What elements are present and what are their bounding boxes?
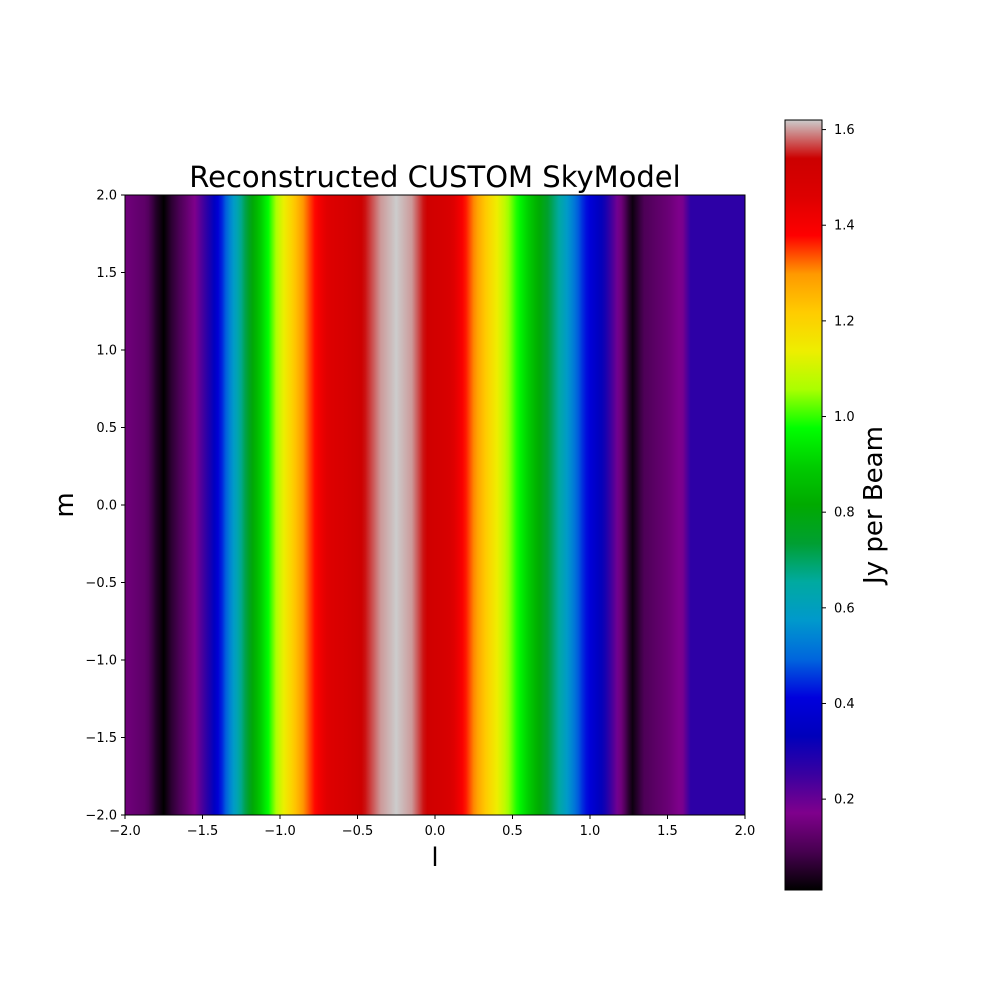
y-tick-label: 0.0 bbox=[96, 499, 117, 514]
x-tick-label: −2.0 bbox=[109, 824, 141, 839]
colorbar-tick-label: 0.6 bbox=[834, 601, 855, 616]
y-axis: 2.0 1.5 1.0 0.5 0.0 −0.5 −1.0 −1.5 −2.0 bbox=[85, 189, 125, 824]
colorbar-label: Jy per Beam bbox=[859, 426, 889, 586]
colorbar: 0.2 0.4 0.6 0.8 1.0 1.2 1.4 1.6 bbox=[784, 119, 855, 891]
x-tick-label: 1.5 bbox=[657, 824, 678, 839]
y-tick-label: −0.5 bbox=[85, 576, 117, 591]
y-tick-label: 0.5 bbox=[96, 421, 117, 436]
colorbar-gradient-bar bbox=[785, 120, 822, 890]
x-tick-label: 2.0 bbox=[735, 824, 756, 839]
colorbar-axis: 0.2 0.4 0.6 0.8 1.0 1.2 1.4 1.6 bbox=[822, 123, 855, 808]
x-tick-label: 1.0 bbox=[580, 824, 601, 839]
y-tick-label: 1.5 bbox=[96, 266, 117, 281]
x-tick-label: 0.5 bbox=[502, 824, 523, 839]
x-tick-label: −1.0 bbox=[264, 824, 296, 839]
colorbar-tick-label: 1.0 bbox=[834, 410, 855, 425]
heatmap-image bbox=[125, 195, 745, 815]
chart-title: Reconstructed CUSTOM SkyModel bbox=[189, 160, 680, 194]
colorbar-tick-label: 0.4 bbox=[834, 697, 855, 712]
y-tick-label: −1.5 bbox=[85, 731, 117, 746]
y-tick-label: −2.0 bbox=[85, 809, 117, 824]
x-tick-label: −0.5 bbox=[342, 824, 374, 839]
colorbar-tick-label: 1.6 bbox=[834, 123, 855, 138]
y-axis-label: m bbox=[50, 492, 80, 517]
y-tick-label: 2.0 bbox=[96, 189, 117, 204]
x-tick-label: 0.0 bbox=[425, 824, 446, 839]
colorbar-tick-label: 1.4 bbox=[834, 219, 855, 234]
y-tick-label: 1.0 bbox=[96, 344, 117, 359]
colorbar-tick-label: 0.8 bbox=[834, 506, 855, 521]
colorbar-frame bbox=[784, 119, 823, 891]
x-axis-label: l bbox=[431, 843, 438, 873]
colorbar-tick-label: 1.2 bbox=[834, 314, 855, 329]
y-tick-label: −1.0 bbox=[85, 654, 117, 669]
x-tick-label: −1.5 bbox=[187, 824, 219, 839]
colorbar-tick-label: 0.2 bbox=[834, 793, 855, 808]
x-axis: −2.0 −1.5 −1.0 −0.5 0.0 0.5 1.0 1.5 2.0 bbox=[109, 815, 755, 839]
plot-area bbox=[124, 194, 746, 816]
